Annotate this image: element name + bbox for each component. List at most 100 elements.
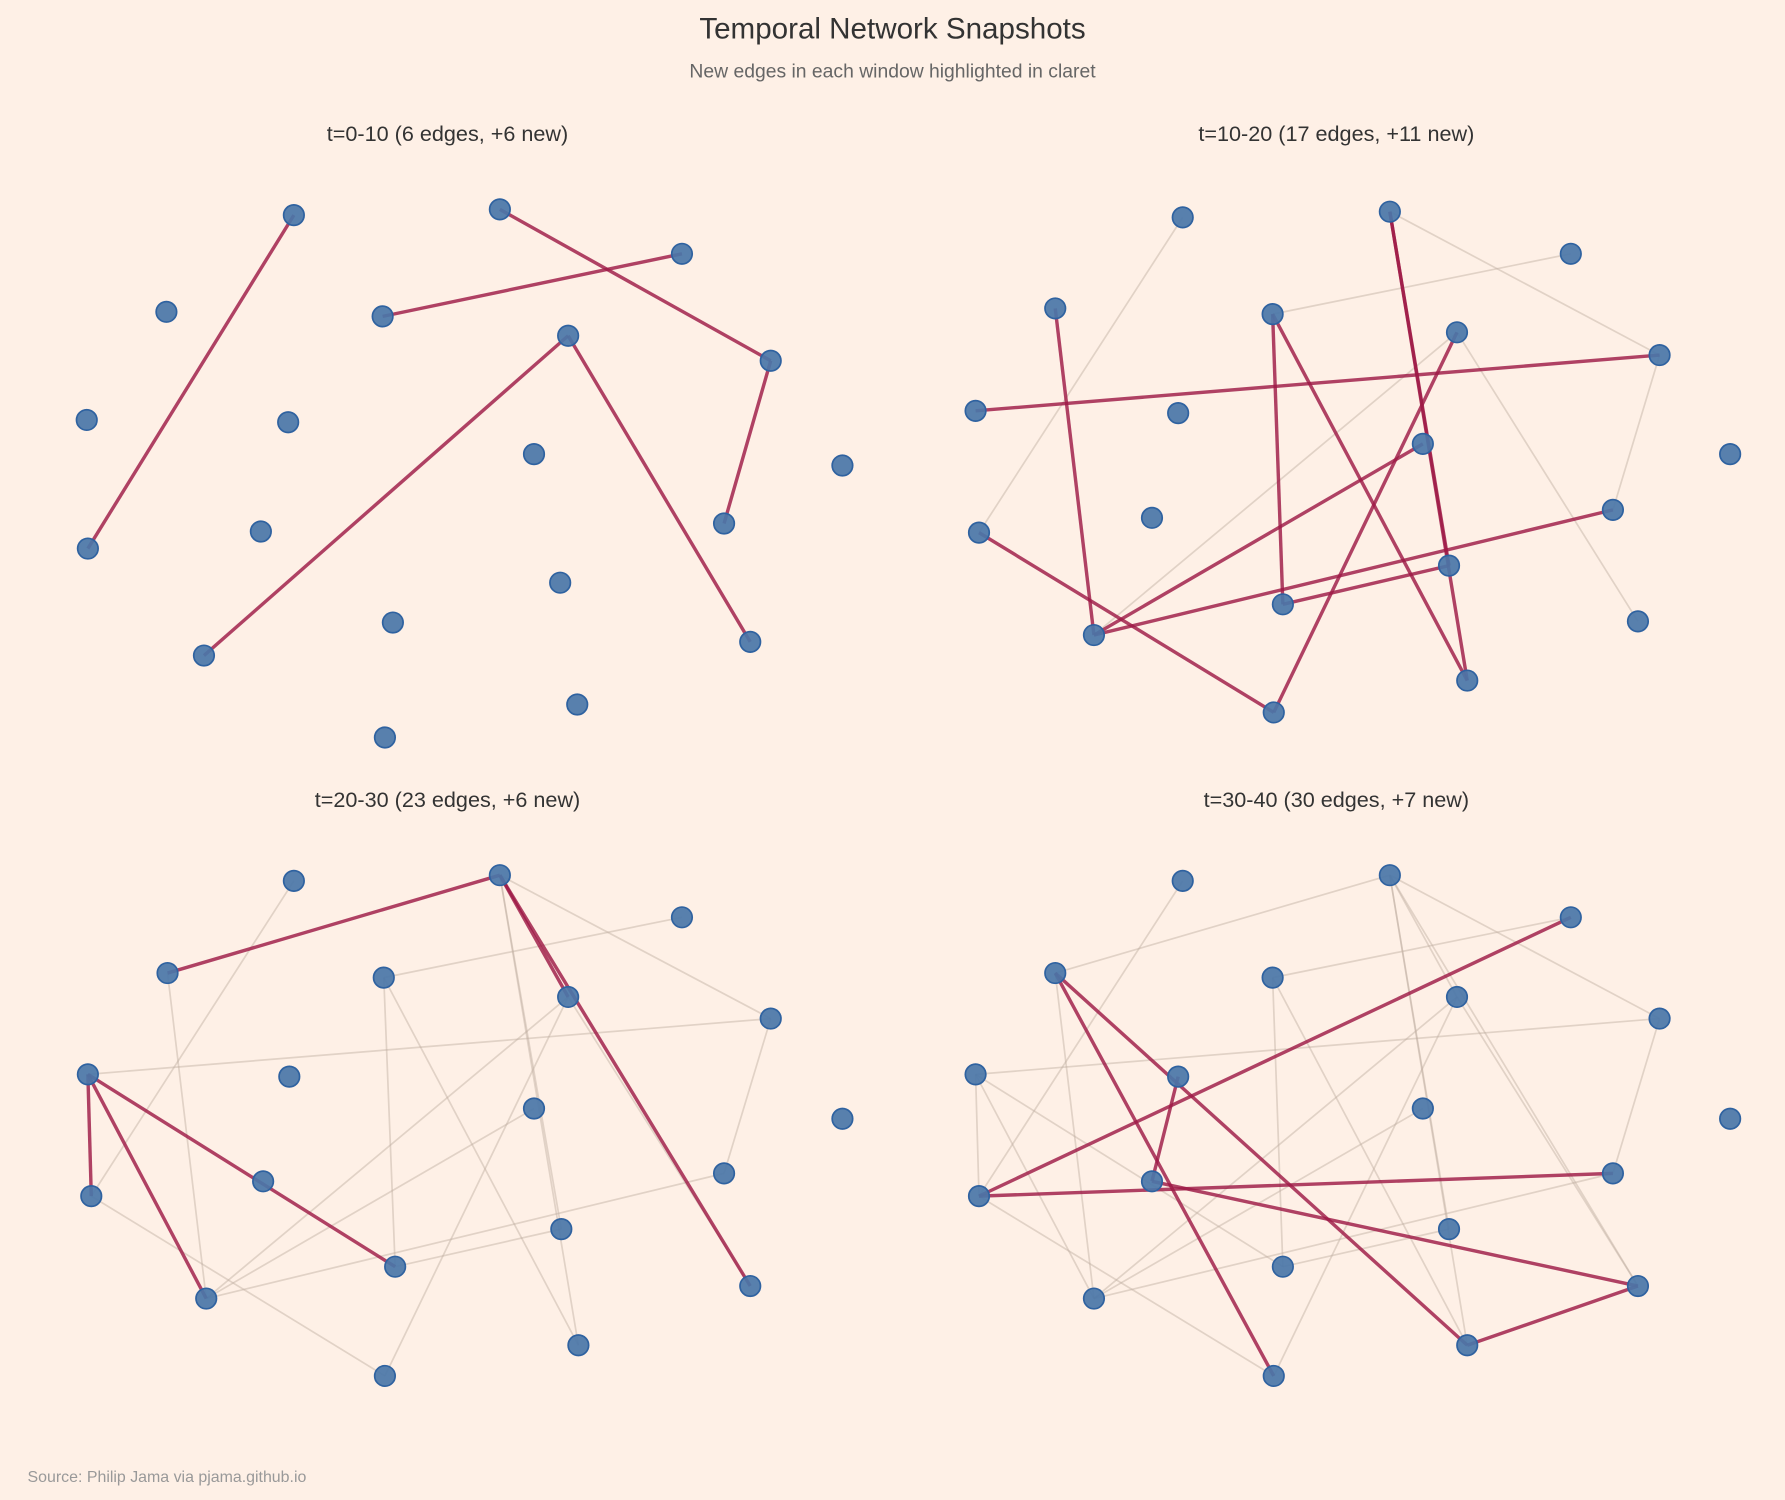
new-edge (86, 1072, 397, 1269)
figure-title: Temporal Network Snapshots (699, 13, 1085, 46)
node (712, 512, 736, 535)
node (670, 242, 694, 265)
new-edge (86, 1074, 93, 1197)
node (75, 408, 98, 432)
existing-edge (87, 1017, 771, 1076)
node (549, 571, 572, 594)
node (1261, 303, 1284, 326)
existing-edge (382, 977, 397, 1267)
source-note: Source: Philip Jama via pjama.github.io (28, 1469, 307, 1486)
node (156, 961, 179, 985)
existing-edge (974, 1073, 1095, 1299)
node (282, 204, 305, 227)
node (80, 1185, 103, 1208)
panel-title-4: t=30-40 (30 edges, +7 new) (1204, 787, 1470, 812)
new-edge (202, 334, 570, 657)
new-edge (1151, 1179, 1639, 1288)
existing-edge (978, 880, 1184, 1197)
figure-subtitle: New edges in each window highlighted in … (689, 60, 1096, 82)
node (1044, 961, 1067, 985)
node (964, 399, 987, 422)
new-edge (1272, 331, 1459, 714)
node (831, 1107, 854, 1130)
panel-title-1: t=0-10 (6 edges, +6 new) (327, 121, 568, 146)
node (1626, 1274, 1650, 1298)
new-edge (1053, 308, 1096, 636)
node (964, 1063, 987, 1086)
node (550, 1218, 573, 1241)
panel-4 (964, 864, 1742, 1388)
existing-edge (1612, 354, 1661, 511)
node (1378, 200, 1401, 223)
node (967, 521, 991, 544)
node (488, 864, 511, 887)
node (1411, 1097, 1434, 1120)
node (739, 1274, 762, 1298)
new-edge (498, 874, 752, 1287)
existing-edge (974, 1074, 980, 1197)
node (372, 966, 395, 989)
existing-edge (383, 977, 580, 1346)
node (1082, 623, 1106, 647)
node (278, 1065, 301, 1088)
existing-edge (1456, 331, 1639, 622)
node (1626, 610, 1650, 633)
existing-edge (1271, 977, 1468, 1346)
node (282, 869, 305, 892)
node (739, 630, 762, 653)
node (76, 1063, 99, 1086)
existing-edge (978, 1195, 1275, 1377)
node (1559, 906, 1582, 929)
existing-edge (205, 996, 569, 1300)
existing-edge (1093, 996, 1458, 1300)
node (566, 693, 589, 716)
panel-2 (964, 200, 1742, 724)
existing-edge (206, 1172, 725, 1300)
existing-edge (975, 1017, 1660, 1076)
new-edge (978, 915, 1572, 1198)
node (967, 1185, 991, 1208)
existing-edge (1055, 874, 1391, 974)
node (831, 454, 854, 477)
node (1271, 593, 1294, 616)
node (1171, 206, 1194, 229)
panel-3 (76, 864, 854, 1388)
existing-edge (383, 916, 683, 979)
node (1437, 1218, 1461, 1241)
new-edge (1271, 313, 1469, 682)
node (1648, 1007, 1671, 1030)
panel-title-3: t=20-30 (23 edges, +6 new) (315, 787, 581, 812)
node (557, 985, 580, 1009)
existing-edge (1389, 875, 1450, 1230)
new-edge (978, 1171, 1613, 1198)
node (381, 611, 404, 634)
new-edge (1053, 972, 1276, 1377)
node (759, 1007, 782, 1030)
node (1262, 701, 1285, 724)
new-edge (566, 334, 752, 643)
node (1559, 242, 1582, 265)
node (76, 537, 99, 560)
node (670, 906, 694, 929)
new-edge (1093, 442, 1424, 637)
existing-edge (1389, 210, 1660, 356)
node (249, 520, 272, 543)
existing-edge (1093, 331, 1458, 636)
node (1648, 343, 1671, 367)
node (1140, 506, 1164, 529)
node (373, 726, 397, 749)
node (759, 349, 782, 372)
existing-edge (1271, 977, 1284, 1267)
existing-edge (205, 1107, 535, 1300)
new-edge (167, 873, 501, 975)
node (1719, 443, 1742, 466)
existing-edge (1272, 916, 1571, 979)
new-edge (1466, 1284, 1639, 1347)
new-edge (722, 360, 773, 524)
node (1044, 297, 1067, 320)
node (277, 411, 300, 434)
new-edge (1282, 563, 1450, 606)
existing-edge (499, 874, 772, 1020)
existing-edge (90, 880, 295, 1197)
